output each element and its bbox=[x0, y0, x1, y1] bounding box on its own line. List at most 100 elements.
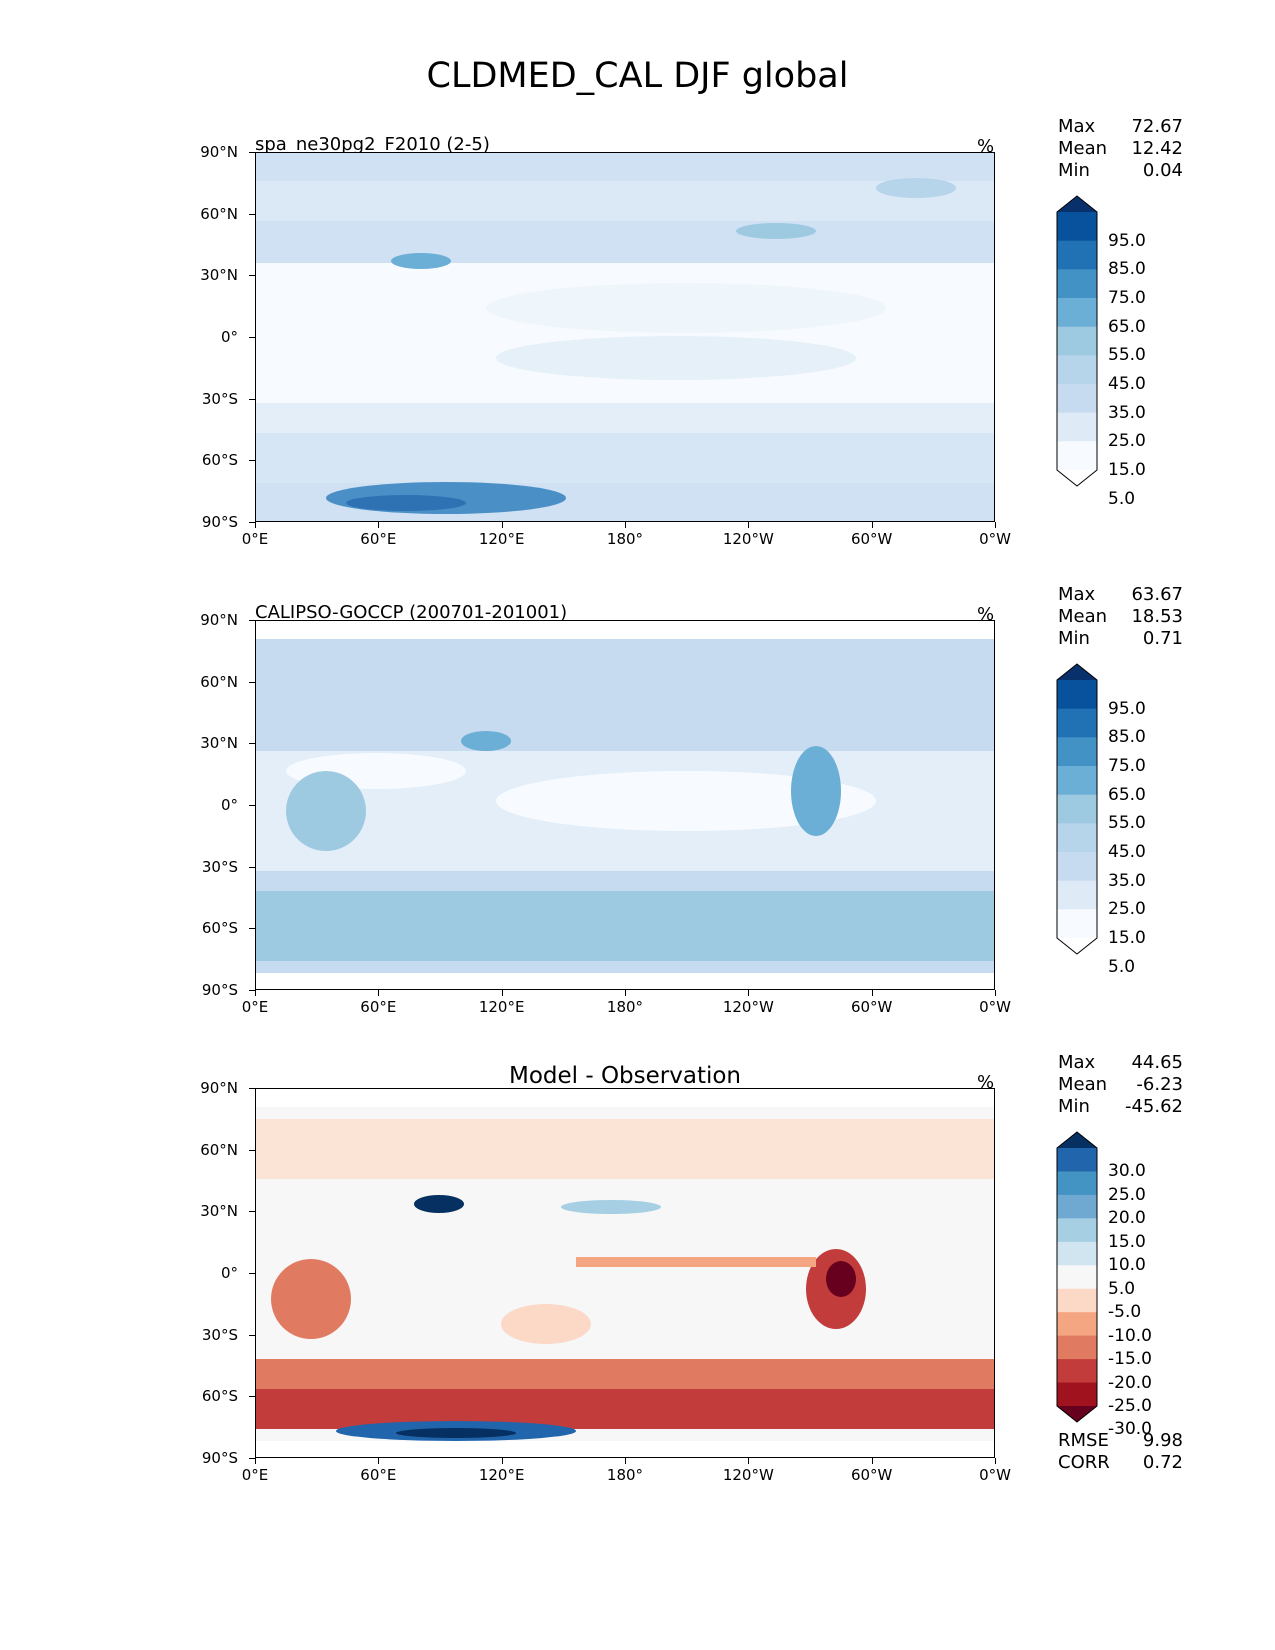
lon-tick bbox=[378, 522, 380, 528]
colorbar-label: 10.0 bbox=[1108, 1255, 1146, 1276]
lon-tick-label: 120°W bbox=[722, 1466, 774, 1484]
stat-label: Max bbox=[1058, 584, 1096, 605]
colorbar-segment bbox=[1057, 441, 1097, 471]
colorbar-outline bbox=[1056, 195, 1098, 487]
stat-label: Mean bbox=[1058, 1074, 1108, 1095]
colorbar-segment bbox=[1057, 1359, 1097, 1384]
lon-tick bbox=[748, 522, 750, 528]
colorbar bbox=[1056, 195, 1098, 487]
lon-tick-label: 60°E bbox=[360, 998, 397, 1016]
lat-tick bbox=[249, 1088, 255, 1089]
lon-tick bbox=[255, 1458, 256, 1464]
colorbar-label: 95.0 bbox=[1108, 698, 1146, 719]
stat-value: 18.53 bbox=[1131, 606, 1183, 627]
map-difference-field bbox=[255, 1088, 995, 1458]
colorbar-label: 55.0 bbox=[1108, 813, 1146, 834]
colorbar-label: 45.0 bbox=[1108, 374, 1146, 394]
colorbar-label: -15.0 bbox=[1108, 1349, 1152, 1370]
lat-tick-label: 60°N bbox=[200, 204, 238, 223]
lon-tick bbox=[625, 1458, 626, 1464]
stat-row: Max 72.67 bbox=[1058, 116, 1183, 138]
colorbar-segment bbox=[1057, 909, 1097, 939]
lat-tick bbox=[249, 681, 255, 683]
panel-subtitle: spa_ne30pg2_F2010 (2-5) bbox=[255, 134, 490, 155]
lat-tick-label: 30°S bbox=[201, 857, 238, 876]
colorbar-label: 25.0 bbox=[1108, 899, 1146, 920]
colorbar-label: 25.0 bbox=[1108, 1184, 1146, 1205]
colorbar-label: 15.0 bbox=[1108, 460, 1146, 480]
figure-title: CLDMED_CAL DJF global bbox=[426, 56, 849, 96]
lon-tick bbox=[871, 522, 873, 528]
lat-tick-label: 60°N bbox=[200, 1140, 238, 1159]
lon-tick-label: 0°W bbox=[979, 998, 1011, 1016]
colorbar-segment bbox=[1057, 708, 1097, 738]
colorbar-segment bbox=[1057, 766, 1097, 796]
lat-tick bbox=[249, 805, 255, 806]
lat-tick bbox=[249, 1273, 255, 1274]
lon-tick-label: 60°W bbox=[850, 998, 893, 1016]
lon-tick bbox=[871, 1458, 873, 1464]
lon-tick-label: 60°E bbox=[360, 1466, 397, 1484]
colorbar-extend-max bbox=[1057, 196, 1097, 212]
lon-tick-label: 60°E bbox=[360, 530, 397, 548]
lon-tick bbox=[748, 1458, 750, 1464]
lat-tick bbox=[249, 1334, 255, 1336]
stat-label: Min bbox=[1058, 628, 1090, 649]
lon-tick-label: 0°W bbox=[979, 1466, 1011, 1484]
lon-tick bbox=[255, 522, 256, 528]
lat-tick bbox=[249, 522, 255, 523]
stat-row: Mean 12.42 bbox=[1058, 138, 1183, 160]
lat-tick bbox=[249, 460, 255, 462]
lat-tick bbox=[249, 743, 255, 745]
stat-label: RMSE bbox=[1058, 1430, 1109, 1451]
lon-tick bbox=[501, 1458, 503, 1464]
stat-label: Max bbox=[1058, 116, 1096, 137]
lon-tick-label: 0°E bbox=[241, 1466, 269, 1484]
colorbar-extend-min bbox=[1057, 1406, 1097, 1422]
colorbar-extend-min bbox=[1057, 938, 1097, 954]
colorbar-label: 65.0 bbox=[1108, 316, 1146, 337]
colorbar-label: 65.0 bbox=[1108, 784, 1146, 805]
lon-tick-label: 60°W bbox=[850, 530, 893, 548]
colorbar-segment bbox=[1057, 737, 1097, 767]
colorbar-segment bbox=[1057, 880, 1097, 910]
stat-row: Mean -6.23 bbox=[1058, 1074, 1183, 1096]
field-stats: Max 44.65 Mean -6.23 Min -45.62 bbox=[1058, 1052, 1183, 1118]
lat-tick bbox=[249, 213, 255, 215]
colorbar-segment bbox=[1057, 1335, 1097, 1360]
lon-tick bbox=[871, 990, 873, 996]
colorbar-label: 45.0 bbox=[1108, 842, 1146, 862]
stat-row: Max 63.67 bbox=[1058, 584, 1183, 606]
colorbar-segment bbox=[1057, 1288, 1097, 1313]
field-stats: Max 72.67 Mean 12.42 Min 0.04 bbox=[1058, 116, 1183, 182]
lat-tick bbox=[249, 990, 255, 991]
lat-tick-label: 90°N bbox=[200, 611, 238, 629]
colorbar-label: 15.0 bbox=[1108, 928, 1146, 948]
colorbar-segment bbox=[1057, 384, 1097, 414]
fit-stats: RMSE 9.98 CORR 0.72 bbox=[1058, 1430, 1183, 1474]
lon-tick-label: 0°E bbox=[241, 998, 269, 1016]
field-stats: Max 63.67 Mean 18.53 Min 0.71 bbox=[1058, 584, 1183, 650]
lat-tick bbox=[249, 152, 255, 153]
stat-value: 0.71 bbox=[1142, 628, 1183, 649]
colorbar-segment bbox=[1057, 298, 1097, 328]
colorbar-label: 85.0 bbox=[1108, 259, 1146, 280]
lat-tick-label: 30°S bbox=[201, 1325, 238, 1344]
colorbar-label: 35.0 bbox=[1108, 402, 1146, 423]
lat-tick bbox=[249, 620, 255, 621]
colorbar-segment bbox=[1057, 212, 1097, 242]
colorbar-segment bbox=[1057, 1148, 1097, 1172]
lon-tick bbox=[378, 990, 380, 996]
colorbar-segment bbox=[1057, 1265, 1097, 1290]
stat-value: -45.62 bbox=[1124, 1096, 1183, 1117]
colorbar bbox=[1056, 663, 1098, 955]
panel-subtitle: CALIPSO-GOCCP (200701-201001) bbox=[255, 602, 568, 623]
lat-tick bbox=[249, 275, 255, 277]
colorbar-segment bbox=[1057, 823, 1097, 853]
lon-tick bbox=[501, 990, 503, 996]
colorbar-extend-min bbox=[1057, 470, 1097, 486]
lon-tick-label: 180° bbox=[606, 530, 644, 548]
stat-value: 63.67 bbox=[1131, 584, 1183, 605]
lat-tick-label: 30°S bbox=[201, 389, 238, 408]
stat-label: Max bbox=[1058, 1052, 1096, 1073]
